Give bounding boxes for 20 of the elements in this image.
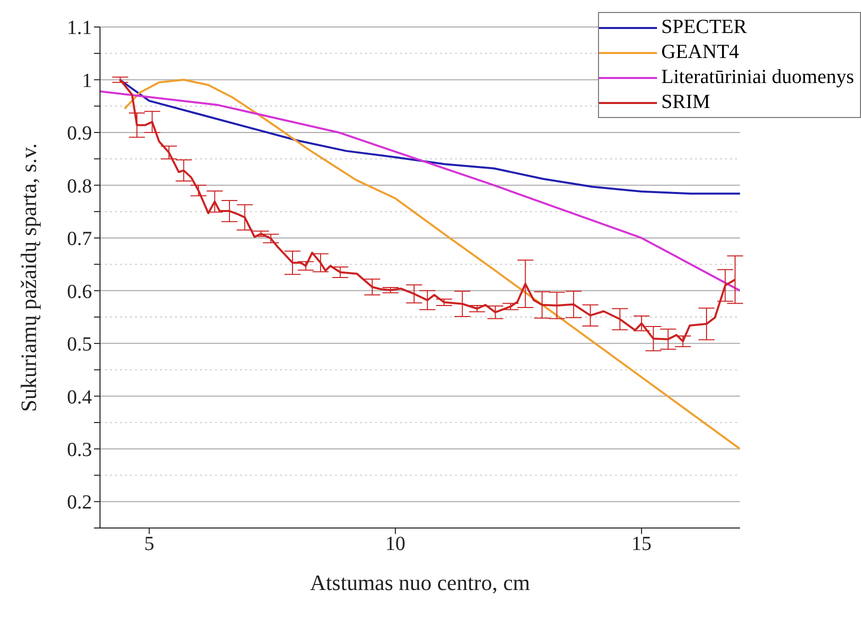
y-axis-title: Sukuriamų pažaidų sparta, s.v.	[16, 143, 41, 412]
x-tick-label: 10	[385, 533, 406, 556]
legend-label: SRIM	[661, 90, 710, 115]
y-tick-label: 0.9	[67, 122, 92, 145]
y-tick-label: 0.8	[67, 175, 92, 198]
legend-label: SPECTER	[661, 15, 747, 40]
y-tick-label: 0.3	[67, 438, 92, 461]
line-series	[100, 90, 740, 292]
y-tick-label: 0.5	[67, 334, 92, 356]
legend-label: GEANT4	[661, 40, 740, 65]
y-tick-label: 1.1	[67, 17, 92, 40]
y-tick-label: 0.4	[67, 386, 92, 408]
x-tick-label: 15	[632, 533, 652, 556]
y-tick-label: 0.2	[67, 492, 92, 514]
y-tick-label: 1	[82, 70, 92, 92]
x-axis-title: Atstumas nuo centro, cm	[310, 570, 530, 595]
y-tick-label: 0.6	[67, 280, 92, 303]
y-tick-label: 0.7	[67, 228, 92, 250]
x-tick-label: 5	[144, 533, 154, 556]
legend-label: Literatūriniai duomenys	[661, 65, 854, 90]
